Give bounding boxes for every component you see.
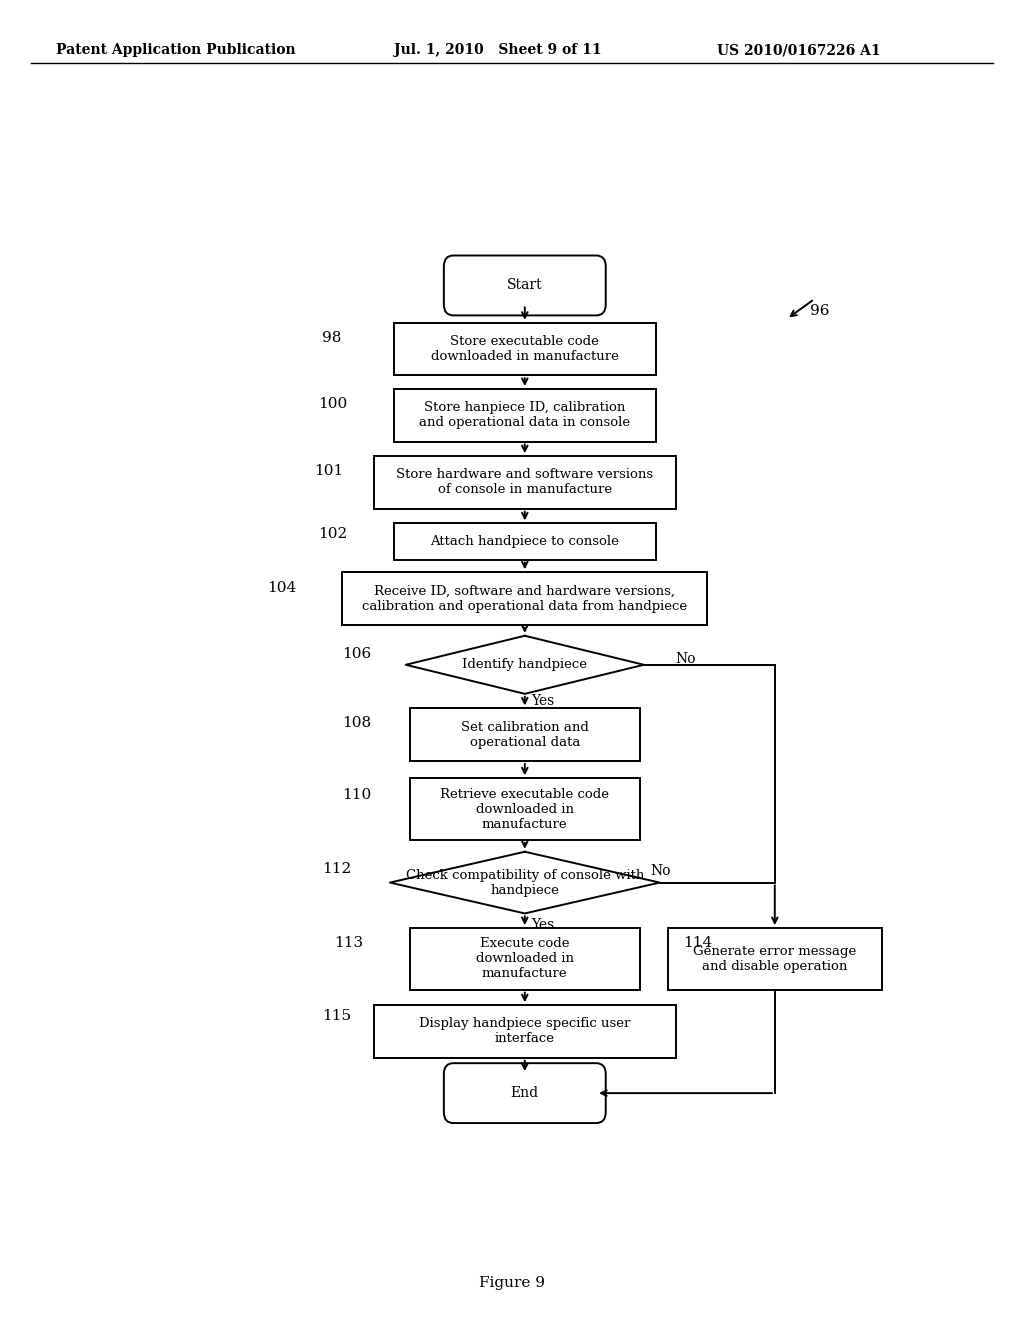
Text: 110: 110 <box>342 788 372 803</box>
Text: 108: 108 <box>342 715 372 730</box>
Text: Yes: Yes <box>531 919 554 932</box>
Text: 100: 100 <box>318 397 348 412</box>
Text: Figure 9: Figure 9 <box>479 1276 545 1290</box>
Bar <box>394 389 655 442</box>
Text: 101: 101 <box>314 465 344 478</box>
Text: 112: 112 <box>323 862 351 876</box>
Text: Store hanpiece ID, calibration
and operational data in console: Store hanpiece ID, calibration and opera… <box>419 401 631 429</box>
Text: 113: 113 <box>334 936 364 950</box>
Text: Generate error message
and disable operation: Generate error message and disable opera… <box>693 945 856 973</box>
Text: 102: 102 <box>318 527 348 541</box>
Text: 106: 106 <box>342 647 372 661</box>
Text: Attach handpiece to console: Attach handpiece to console <box>430 535 620 548</box>
Text: Display handpiece specific user
interface: Display handpiece specific user interfac… <box>419 1018 631 1045</box>
Text: 96: 96 <box>811 304 830 318</box>
Text: Set calibration and
operational data: Set calibration and operational data <box>461 721 589 748</box>
Text: Jul. 1, 2010   Sheet 9 of 11: Jul. 1, 2010 Sheet 9 of 11 <box>394 44 602 57</box>
Text: End: End <box>511 1086 539 1100</box>
Text: 115: 115 <box>323 1008 351 1023</box>
Text: Retrieve executable code
downloaded in
manufacture: Retrieve executable code downloaded in m… <box>440 788 609 830</box>
Text: No: No <box>676 652 696 667</box>
FancyBboxPatch shape <box>443 1063 606 1123</box>
Bar <box>410 709 640 762</box>
Text: Yes: Yes <box>531 694 554 708</box>
FancyBboxPatch shape <box>443 256 606 315</box>
Text: Store executable code
downloaded in manufacture: Store executable code downloaded in manu… <box>431 335 618 363</box>
Bar <box>374 1005 676 1057</box>
Text: Check compatibility of console with
handpiece: Check compatibility of console with hand… <box>406 869 644 896</box>
Bar <box>410 779 640 840</box>
Bar <box>668 928 882 990</box>
Text: Execute code
downloaded in
manufacture: Execute code downloaded in manufacture <box>476 937 573 981</box>
Bar <box>410 928 640 990</box>
Bar <box>374 457 676 508</box>
Bar <box>394 523 655 560</box>
Text: Patent Application Publication: Patent Application Publication <box>56 44 296 57</box>
Text: 114: 114 <box>684 936 713 950</box>
Bar <box>342 573 708 624</box>
Bar <box>394 322 655 375</box>
Text: Receive ID, software and hardware versions,
calibration and operational data fro: Receive ID, software and hardware versio… <box>362 585 687 612</box>
Text: No: No <box>650 863 671 878</box>
Text: Store hardware and software versions
of console in manufacture: Store hardware and software versions of … <box>396 469 653 496</box>
Text: 98: 98 <box>323 331 342 345</box>
Text: 104: 104 <box>267 581 296 594</box>
Text: Identify handpiece: Identify handpiece <box>462 659 588 672</box>
Text: US 2010/0167226 A1: US 2010/0167226 A1 <box>717 44 881 57</box>
Text: Start: Start <box>507 279 543 293</box>
